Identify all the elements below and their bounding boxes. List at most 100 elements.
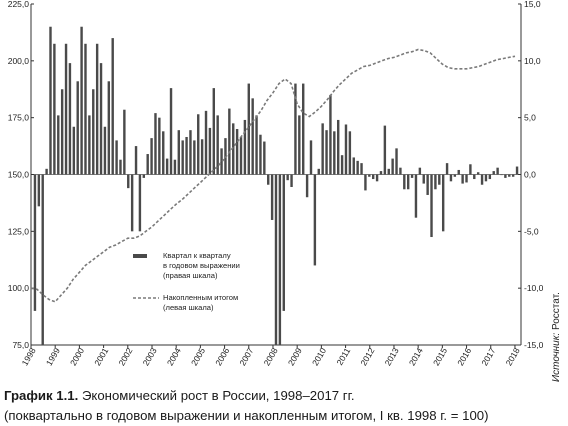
bar bbox=[348, 131, 352, 175]
bar bbox=[33, 174, 37, 311]
x-tick-label: 2007 bbox=[237, 346, 255, 368]
bar bbox=[239, 136, 243, 175]
bar bbox=[290, 174, 293, 187]
bar bbox=[49, 26, 52, 175]
x-tick-label: 2006 bbox=[213, 346, 231, 368]
bar bbox=[406, 174, 410, 190]
bar bbox=[430, 174, 433, 238]
bar bbox=[449, 174, 453, 182]
bar bbox=[45, 168, 48, 175]
bar bbox=[88, 115, 91, 175]
bar bbox=[165, 158, 169, 175]
x-tick-label: 2016 bbox=[455, 346, 473, 368]
bar bbox=[95, 43, 99, 175]
bar bbox=[325, 130, 328, 175]
bar bbox=[298, 115, 301, 175]
bar bbox=[228, 108, 231, 175]
bar bbox=[208, 127, 212, 175]
bar bbox=[216, 115, 219, 175]
bar bbox=[383, 125, 387, 175]
bar bbox=[302, 83, 305, 175]
bar bbox=[263, 141, 266, 175]
bar bbox=[212, 88, 215, 175]
bar bbox=[278, 174, 282, 345]
bar bbox=[235, 129, 239, 175]
bar bbox=[391, 158, 394, 175]
bar bbox=[434, 174, 437, 190]
bar bbox=[138, 174, 142, 232]
x-tick-label: 2009 bbox=[286, 346, 304, 368]
bar bbox=[72, 126, 76, 175]
bar bbox=[204, 110, 208, 175]
bar bbox=[150, 138, 153, 175]
right-tick-label: 15,0 bbox=[524, 0, 541, 9]
bar bbox=[64, 43, 68, 175]
left-tick-label: 175,0 bbox=[8, 113, 30, 123]
bar bbox=[146, 154, 149, 175]
bar bbox=[123, 109, 126, 175]
bar bbox=[469, 164, 472, 175]
x-tick-label: 2018 bbox=[504, 346, 522, 368]
bar bbox=[480, 174, 484, 185]
bar bbox=[387, 168, 390, 175]
bar bbox=[103, 126, 107, 175]
bar bbox=[251, 98, 254, 175]
bar bbox=[115, 140, 118, 175]
x-tick-label: 2014 bbox=[407, 346, 425, 368]
bar bbox=[317, 168, 320, 175]
bar bbox=[200, 139, 204, 175]
bar bbox=[368, 174, 371, 177]
bar bbox=[504, 174, 507, 178]
bar bbox=[422, 174, 425, 184]
legend-label-bars: Квартал к кварталу bbox=[163, 251, 231, 260]
bar bbox=[313, 174, 317, 266]
bar bbox=[158, 117, 161, 175]
bar bbox=[193, 140, 196, 175]
right-tick-label: -10,0 bbox=[524, 283, 544, 293]
bar bbox=[243, 119, 247, 175]
bar bbox=[457, 169, 460, 175]
right-tick-label: -5,0 bbox=[524, 226, 539, 236]
bar bbox=[259, 134, 262, 175]
bar bbox=[247, 83, 250, 175]
bar bbox=[177, 130, 180, 175]
x-tick-label: 2002 bbox=[116, 346, 134, 368]
bar bbox=[162, 131, 165, 175]
bar bbox=[99, 63, 103, 175]
bar bbox=[197, 114, 200, 175]
x-tick-label: 2012 bbox=[358, 346, 376, 368]
caption-line-2: (поквартально в годовом выражении и нако… bbox=[4, 408, 489, 423]
bar bbox=[220, 148, 223, 175]
bar bbox=[134, 146, 138, 175]
bar bbox=[508, 174, 511, 177]
right-tick-label: -15,0 bbox=[524, 340, 544, 350]
left-tick-label: 225,0 bbox=[8, 0, 30, 9]
left-tick-label: 200,0 bbox=[8, 56, 30, 66]
bar bbox=[403, 174, 406, 190]
x-tick-label: 2015 bbox=[431, 346, 449, 368]
bar bbox=[185, 136, 188, 175]
right-tick-label: 5,0 bbox=[524, 113, 536, 123]
bar bbox=[309, 140, 313, 175]
bar bbox=[461, 174, 464, 184]
bar bbox=[515, 166, 519, 175]
bar bbox=[181, 140, 184, 175]
right-tick-label: 10,0 bbox=[524, 56, 541, 66]
bar bbox=[270, 174, 274, 220]
bar bbox=[465, 174, 468, 183]
x-tick-label: 1999 bbox=[44, 346, 62, 368]
bar bbox=[360, 163, 363, 175]
bar bbox=[305, 174, 309, 198]
bar bbox=[395, 148, 398, 175]
x-tick-label: 2001 bbox=[92, 346, 110, 368]
bar bbox=[169, 88, 173, 175]
source-label: Источник: bbox=[551, 332, 562, 382]
x-tick-label: 2017 bbox=[479, 346, 497, 368]
bar bbox=[154, 113, 157, 175]
bar bbox=[511, 174, 515, 177]
chart: 75,0 100,0 125,0 150,0 175,0 200,0 225,0 -15,0 -… bbox=[8, 0, 544, 368]
source-text: Росстат. bbox=[551, 292, 562, 330]
legend-label-bars: (правая шкала) bbox=[163, 271, 218, 280]
bar bbox=[127, 174, 130, 189]
